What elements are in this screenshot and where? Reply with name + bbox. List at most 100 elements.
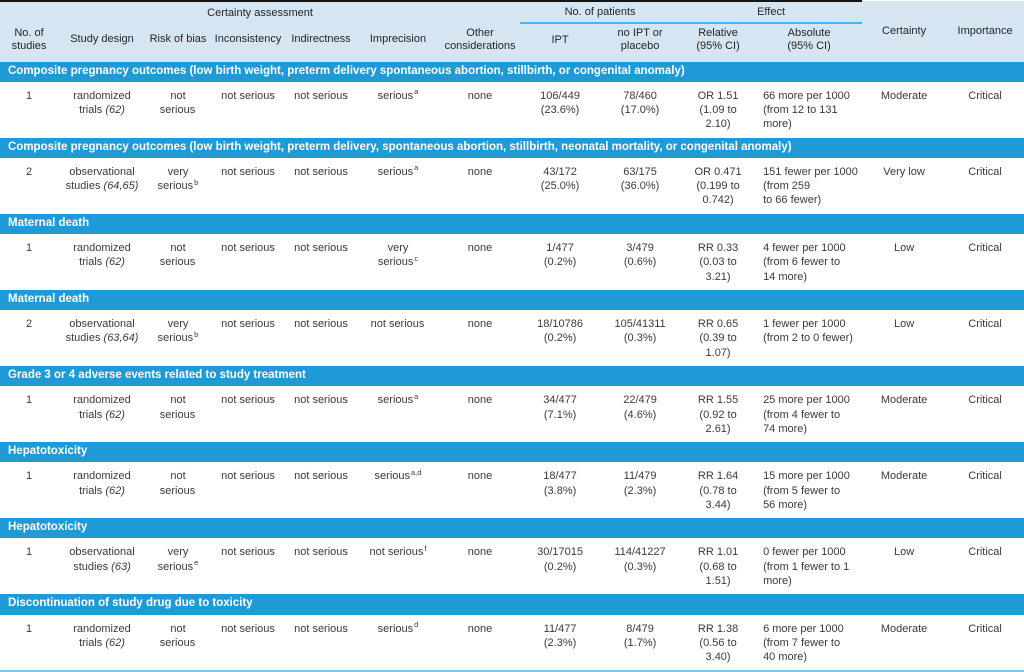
evidence-row: 1 randomized trials (62) not serious not… xyxy=(0,386,1024,443)
cell-imprecision: seriousa xyxy=(356,157,440,214)
study-design-text: randomized trials xyxy=(73,470,131,497)
cell-indirectness: not serious xyxy=(286,614,356,672)
outcome-header-row: Composite pregnancy outcomes (low birth … xyxy=(0,137,1024,158)
evidence-row: 1 randomized trials (62) not serious not… xyxy=(0,81,1024,138)
risk-of-bias-text: very serious xyxy=(157,165,194,193)
header-no-of-patients: No. of patients xyxy=(520,0,681,25)
reference-citation: (63,64) xyxy=(103,332,139,345)
cell-indirectness: not serious xyxy=(286,462,356,519)
outcome-group: Hepatotoxicity 1 randomized trials (62) … xyxy=(0,442,1024,519)
study-design-text: observational studies xyxy=(65,165,135,193)
footnote-marker: b xyxy=(194,329,199,339)
cell-no-of-studies: 1 xyxy=(0,386,58,443)
header-inconsistency: Inconsistency xyxy=(210,23,286,62)
cell-no-ipt-or-placebo: 78/460 (17.0%) xyxy=(600,81,681,138)
cell-risk-of-bias: not serious xyxy=(146,81,210,138)
cell-relative-effect: RR 1.64 (0.78 to 3.44) xyxy=(680,462,757,519)
cell-absolute-effect: 151 fewer per 1000 (from 259 to 66 fewer… xyxy=(756,157,863,214)
cell-certainty: Very low xyxy=(862,157,947,214)
cell-study-design: observational studies (64,65) xyxy=(58,157,146,214)
outcome-title: Hepatotoxicity xyxy=(0,518,1024,539)
cell-absolute-effect: 6 more per 1000 (from 7 fewer to 40 more… xyxy=(756,614,863,672)
cell-risk-of-bias: very seriousb xyxy=(146,157,210,214)
cell-no-of-studies: 1 xyxy=(0,538,58,595)
cell-study-design: observational studies (63) xyxy=(58,538,146,595)
cell-inconsistency: not serious xyxy=(210,310,286,366)
header-effect: Effect xyxy=(680,0,863,25)
cell-ipt: 11/477 (2.3%) xyxy=(520,614,601,672)
cell-study-design: randomized trials (62) xyxy=(58,386,146,443)
outcome-header-row: Hepatotoxicity xyxy=(0,518,1024,539)
risk-of-bias-text: not serious xyxy=(159,89,196,117)
cell-other-considerations: none xyxy=(440,234,521,290)
cell-other-considerations: none xyxy=(440,157,521,214)
header-study-design: Study design xyxy=(58,23,146,62)
imprecision-text: serious xyxy=(374,470,411,483)
outcome-group: Composite pregnancy outcomes (low birth … xyxy=(0,61,1024,138)
cell-relative-effect: OR 0.471 (0.199 to 0.742) xyxy=(680,157,757,214)
cell-absolute-effect: 1 fewer per 1000 (from 2 to 0 fewer) xyxy=(756,310,863,366)
outcome-group: Composite pregnancy outcomes (low birth … xyxy=(0,137,1024,214)
cell-other-considerations: none xyxy=(440,538,521,595)
cell-inconsistency: not serious xyxy=(210,81,286,138)
cell-imprecision: very seriousc xyxy=(356,234,440,290)
footnote-marker: a,d xyxy=(411,467,422,477)
reference-citation: (62) xyxy=(105,636,125,649)
table-header: Certainty assessment No. of patients Eff… xyxy=(0,0,1024,62)
header-no-of-studies: No. of studies xyxy=(0,23,58,62)
outcome-group: Hepatotoxicity 1 observational studies (… xyxy=(0,518,1024,595)
cell-importance: Critical xyxy=(946,386,1024,443)
header-importance: Importance xyxy=(946,1,1024,62)
cell-no-of-studies: 1 xyxy=(0,614,58,672)
evidence-row: 1 observational studies (63) very seriou… xyxy=(0,538,1024,595)
evidence-row: 1 randomized trials (62) not serious not… xyxy=(0,614,1024,672)
cell-ipt: 30/17015 (0.2%) xyxy=(520,538,601,595)
cell-ipt: 1/477 (0.2%) xyxy=(520,234,601,290)
header-ipt: IPT xyxy=(520,23,601,62)
footnote-marker: a xyxy=(414,163,419,173)
outcome-group: Maternal death 1 randomized trials (62) … xyxy=(0,213,1024,290)
header-risk-of-bias: Risk of bias xyxy=(146,23,210,62)
cell-importance: Critical xyxy=(946,614,1024,672)
outcome-header-row: Grade 3 or 4 adverse events related to s… xyxy=(0,366,1024,387)
cell-no-ipt-or-placebo: 105/41311 (0.3%) xyxy=(600,310,681,366)
cell-ipt: 18/10786 (0.2%) xyxy=(520,310,601,366)
cell-indirectness: not serious xyxy=(286,310,356,366)
header-relative-effect: Relative (95% CI) xyxy=(680,23,757,62)
outcome-header-row: Maternal death xyxy=(0,213,1024,234)
risk-of-bias-text: very serious xyxy=(157,546,194,573)
cell-risk-of-bias: very seriouse xyxy=(146,538,210,595)
cell-ipt: 43/172 (25.0%) xyxy=(520,157,601,214)
cell-imprecision: not seriousf xyxy=(356,538,440,595)
outcome-title: Composite pregnancy outcomes (low birth … xyxy=(0,137,1024,158)
cell-certainty: Moderate xyxy=(862,462,947,519)
cell-risk-of-bias: not serious xyxy=(146,234,210,290)
outcome-title: Hepatotoxicity xyxy=(0,442,1024,463)
cell-no-of-studies: 2 xyxy=(0,157,58,214)
footnote-marker: d xyxy=(414,619,419,629)
footnote-marker: f xyxy=(424,543,427,553)
reference-citation: (62) xyxy=(105,484,125,497)
cell-imprecision: seriousa,d xyxy=(356,462,440,519)
cell-study-design: randomized trials (62) xyxy=(58,234,146,290)
outcome-title: Composite pregnancy outcomes (low birth … xyxy=(0,61,1024,82)
outcome-header-row: Maternal death xyxy=(0,289,1024,311)
imprecision-text: serious xyxy=(377,89,414,102)
study-design-text: randomized trials xyxy=(73,242,131,269)
cell-certainty: Moderate xyxy=(862,81,947,138)
evidence-row: 1 randomized trials (62) not serious not… xyxy=(0,462,1024,519)
cell-other-considerations: none xyxy=(440,386,521,443)
study-design-text: observational studies xyxy=(69,546,135,573)
cell-no-ipt-or-placebo: 114/41227 (0.3%) xyxy=(600,538,681,595)
cell-inconsistency: not serious xyxy=(210,157,286,214)
header-indirectness: Indirectness xyxy=(286,23,356,62)
cell-imprecision: seriousd xyxy=(356,614,440,672)
cell-imprecision: seriousa xyxy=(356,386,440,443)
outcome-group: Grade 3 or 4 adverse events related to s… xyxy=(0,366,1024,443)
header-certainty-assessment: Certainty assessment xyxy=(0,0,521,24)
cell-certainty: Low xyxy=(862,310,947,366)
cell-absolute-effect: 0 fewer per 1000 (from 1 fewer to 1 more… xyxy=(756,538,863,595)
header-other-considerations: Other considerations xyxy=(440,23,521,62)
